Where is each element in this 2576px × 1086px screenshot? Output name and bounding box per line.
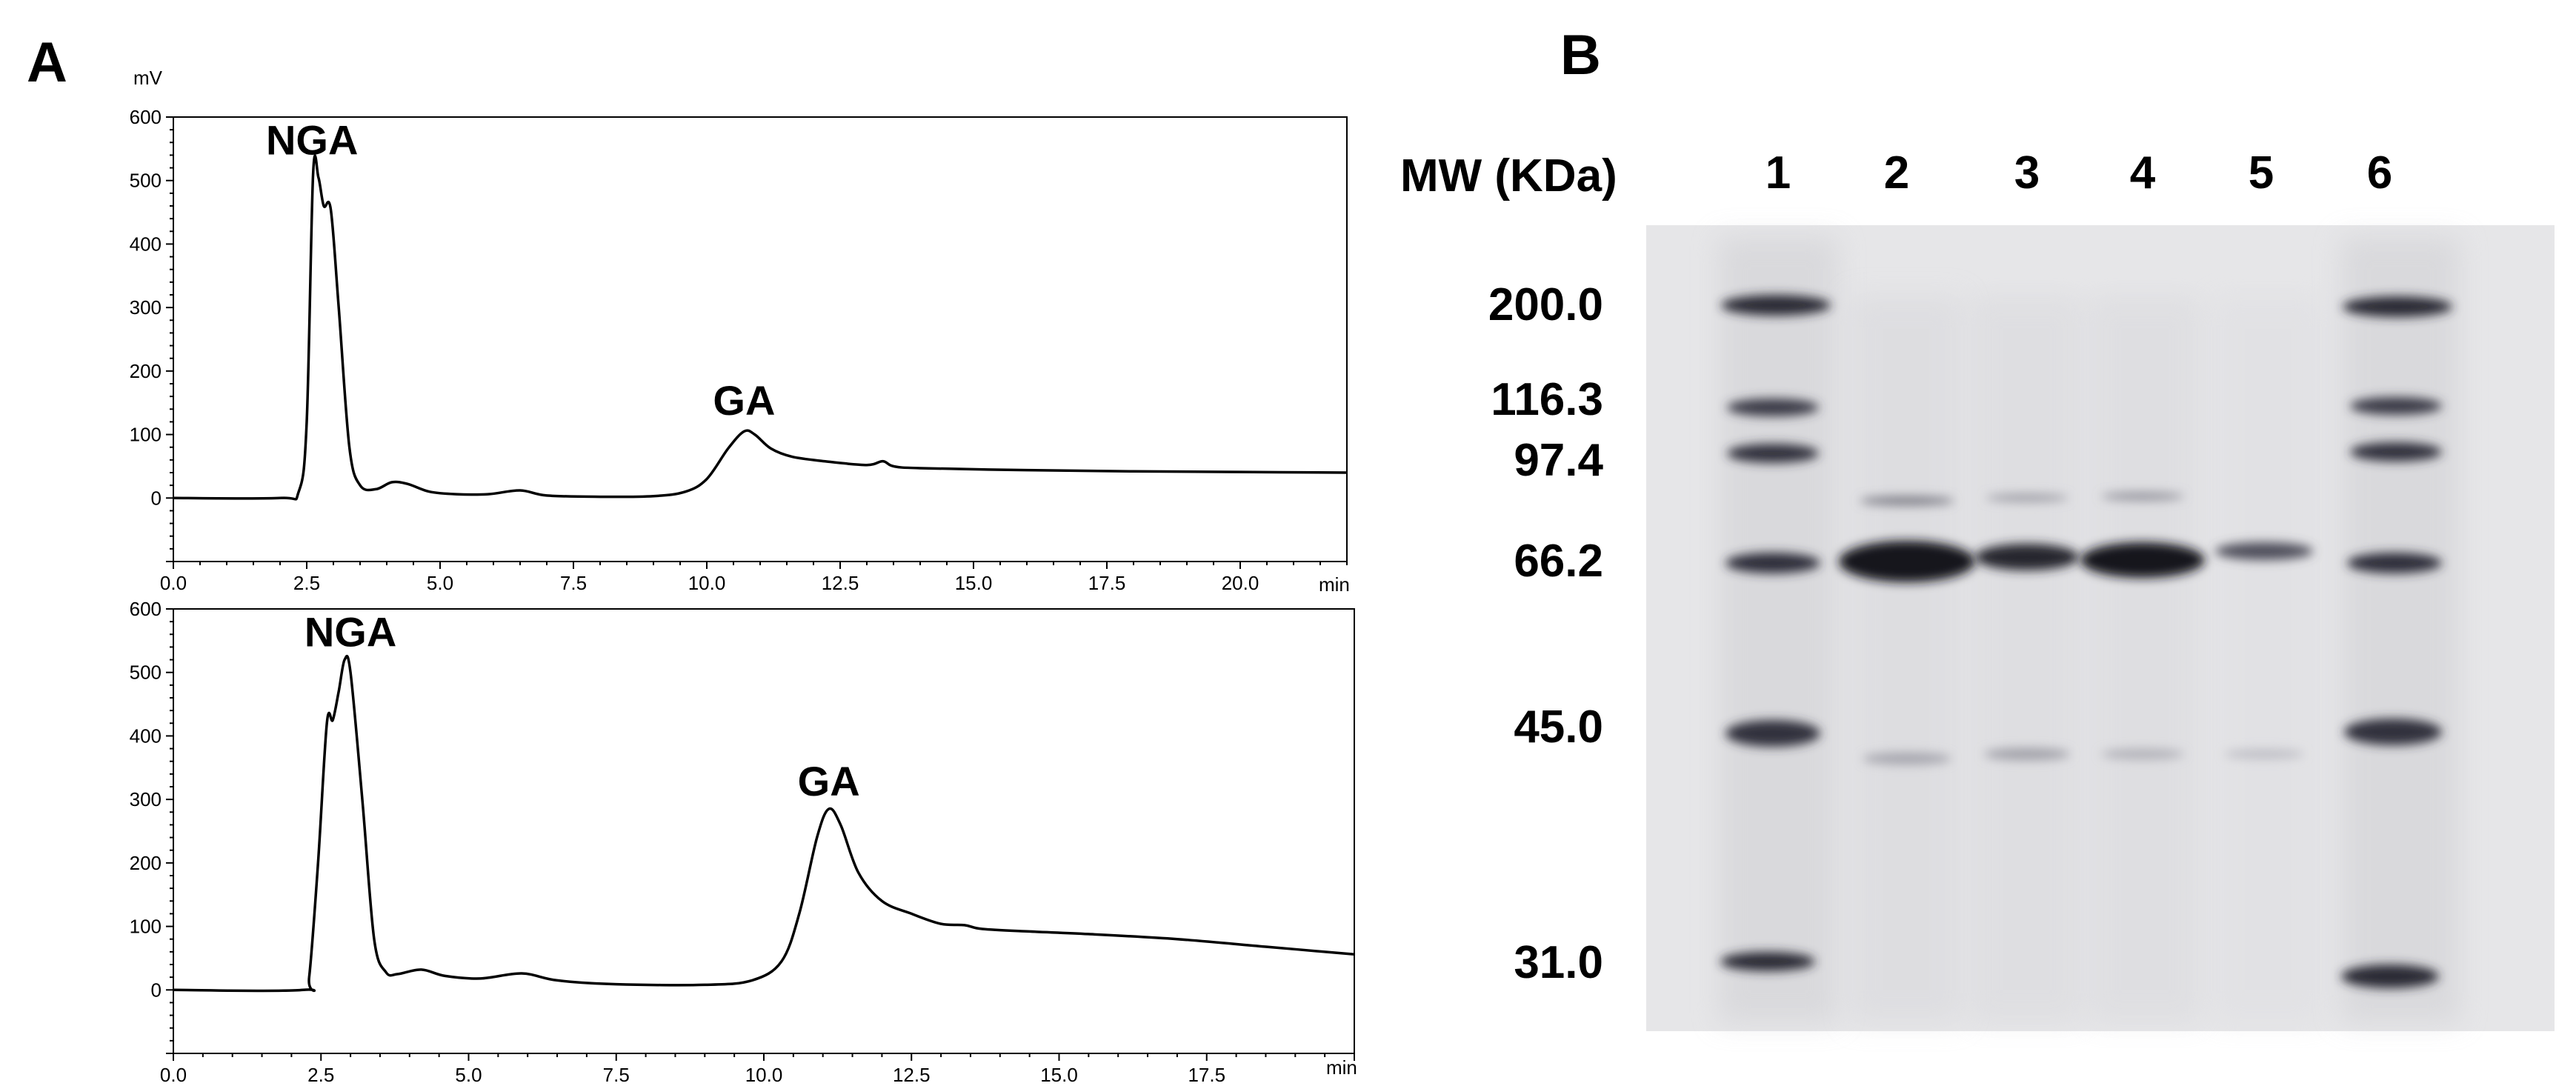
- band: [2080, 542, 2205, 578]
- x-unit-label: min: [1319, 573, 1350, 596]
- y-tick-label: 100: [130, 916, 162, 938]
- x-tick-label: 10.0: [745, 1064, 783, 1086]
- x-tick-label: 15.0: [1040, 1064, 1078, 1086]
- band: [2344, 719, 2442, 745]
- band: [1727, 444, 1819, 463]
- x-tick-label: 20.0: [1222, 572, 1259, 594]
- lane-smear: [1971, 296, 2082, 1022]
- y-tick-label: 500: [130, 662, 162, 684]
- peak-label: NGA: [304, 609, 396, 656]
- lane-smear: [1851, 296, 1962, 1022]
- lane-smear: [2089, 296, 2200, 1022]
- band: [1725, 553, 1820, 573]
- x-tick-label: 7.5: [603, 1064, 630, 1086]
- band: [2101, 749, 2184, 759]
- chromatogram-top: mV min 600 500 400 300 200 100 0 0.0 2.5 5.0 7.5 10…: [130, 67, 1350, 596]
- mw-marker-label: 97.4: [1514, 435, 1603, 486]
- x-tick-label: 5.0: [455, 1064, 482, 1086]
- lane-label: 6: [2367, 147, 2392, 199]
- lane-label: 3: [2014, 147, 2040, 199]
- lane-smear: [2341, 237, 2460, 1022]
- band: [1986, 494, 2069, 502]
- mw-marker-label: 45.0: [1514, 702, 1603, 753]
- band: [2224, 750, 2304, 759]
- x-tick-label: 12.5: [822, 572, 859, 594]
- x-tick-label: 0.0: [160, 572, 187, 594]
- lane-label: 4: [2130, 147, 2156, 199]
- panel-a-letter: A: [27, 31, 67, 94]
- mw-title: MW (KDa): [1400, 150, 1617, 201]
- y-tick-label: 0: [151, 487, 162, 509]
- band: [2343, 296, 2452, 317]
- band: [2350, 397, 2442, 415]
- band: [1984, 748, 2070, 760]
- band: [1727, 399, 1819, 416]
- band: [1720, 952, 1815, 971]
- y-tick-label: 200: [130, 852, 162, 874]
- y-unit-label: mV: [133, 67, 163, 89]
- lane-smear: [2212, 296, 2323, 1022]
- band: [1839, 541, 1975, 582]
- peak-label: NGA: [266, 117, 358, 164]
- x-tick-label: 15.0: [955, 572, 993, 594]
- chromatogram-trace: [173, 655, 1355, 993]
- y-tick-label: 300: [130, 788, 162, 810]
- band: [1863, 753, 1951, 764]
- sds-page-gel: [1646, 225, 2555, 1031]
- x-tick-label: 12.5: [893, 1064, 931, 1086]
- x-tick-label: 17.5: [1188, 1064, 1225, 1086]
- chromatogram-bottom: min 600 500 400 300 200 100 0 0.0 2.5 5.0 7.5 10.0 1…: [130, 598, 1357, 1086]
- lane-label: 2: [1884, 147, 1909, 199]
- x-tick-label: 2.5: [307, 1064, 334, 1086]
- y-tick-label: 0: [151, 979, 162, 1001]
- lane-smear: [1719, 237, 1837, 1022]
- band: [2347, 553, 2442, 573]
- y-tick-label: 200: [130, 360, 162, 382]
- band: [1975, 544, 2079, 570]
- x-unit-label: min: [1326, 1056, 1357, 1079]
- band: [2350, 442, 2442, 462]
- y-tick-label: 400: [130, 233, 162, 255]
- x-tick-label: 0.0: [160, 1064, 187, 1086]
- mw-marker-label: 200.0: [1488, 279, 1603, 330]
- mw-marker-label: 116.3: [1491, 374, 1603, 425]
- lane-label: 1: [1765, 147, 1791, 199]
- band: [2215, 542, 2313, 560]
- panel-b-letter: B: [1560, 24, 1601, 87]
- x-tick-label: 10.0: [688, 572, 726, 594]
- x-tick-label: 17.5: [1088, 572, 1126, 594]
- x-tick-label: 5.0: [427, 572, 453, 594]
- y-tick-label: 300: [130, 296, 162, 319]
- mw-marker-label: 66.2: [1514, 536, 1603, 587]
- y-tick-label: 600: [130, 106, 162, 128]
- peak-label: GA: [713, 377, 775, 424]
- chromatogram-trace: [173, 154, 1348, 501]
- band: [2101, 493, 2184, 500]
- lane-label: 5: [2249, 147, 2274, 199]
- x-tick-label: 7.5: [560, 572, 587, 594]
- peak-label: GA: [798, 758, 860, 804]
- y-tick-label: 100: [130, 424, 162, 446]
- x-tick-label: 2.5: [293, 572, 320, 594]
- band: [2341, 965, 2439, 988]
- mw-marker-label: 31.0: [1514, 937, 1603, 988]
- y-tick-label: 600: [130, 598, 162, 620]
- y-tick-label: 400: [130, 724, 162, 747]
- band: [1860, 496, 1954, 505]
- band: [1721, 295, 1831, 316]
- y-tick-label: 500: [130, 170, 162, 192]
- band: [1725, 720, 1820, 747]
